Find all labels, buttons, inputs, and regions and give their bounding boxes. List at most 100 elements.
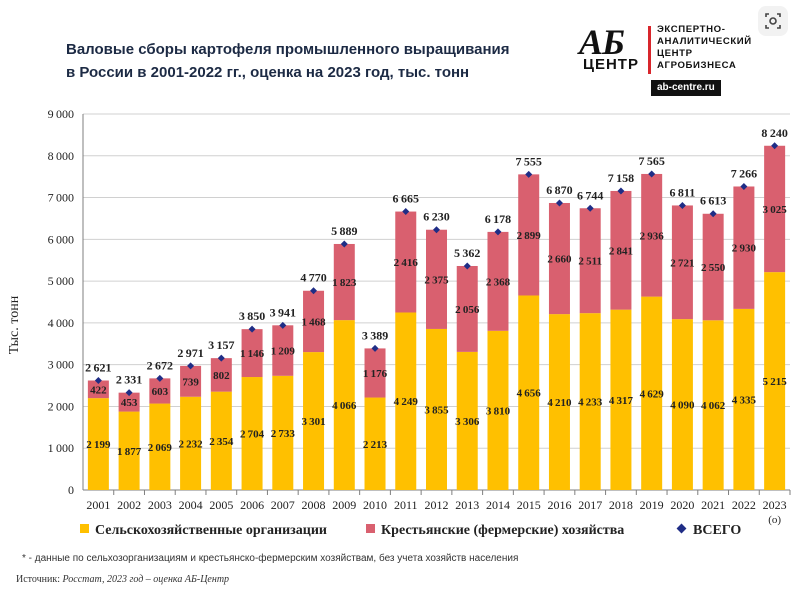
bar-segment-agri-orgs [180,396,202,490]
data-label-total: 2 331 [116,373,142,387]
x-tick-label: 2022 [732,498,756,512]
y-tick-label: 4 000 [48,316,74,330]
bar-segment-farms [733,186,755,309]
data-label-farms: 739 [182,376,199,388]
data-label-agri-orgs: 3 855 [424,404,449,416]
data-label-total: 2 672 [147,358,173,372]
data-label-agri-orgs: 2 213 [363,439,388,451]
data-label-agri-orgs: 1 877 [117,446,142,458]
legend-label-agri-orgs: Сельскохозяйственные организации [95,523,327,538]
bar-segment-agri-orgs [303,352,325,490]
legend-item-agri-orgs: Сельскохозяйственные организации [80,523,327,539]
data-label-total: 6 744 [577,188,603,202]
logo-text-line-2: АНАЛИТИЧЕСКИЙ [657,36,752,47]
data-label-farms: 2 368 [486,276,511,288]
bar-segment-farms [671,205,693,320]
bar-segment-agri-orgs [395,312,417,490]
total-marker [371,344,379,352]
total-marker [740,182,748,190]
bar-segment-agri-orgs [210,391,232,490]
x-tick-label: 2017 [578,498,602,512]
x-tick-label: 2008 [302,498,326,512]
y-tick-label: 9 000 [48,107,74,121]
legend-swatch-agri-orgs [80,524,89,533]
total-marker [279,321,287,329]
data-label-farms: 1 468 [301,316,326,328]
logo-centr: ЦЕНТР [583,56,639,73]
x-tick-label: 2006 [240,498,264,512]
x-tick-label: 2014 [486,498,510,512]
data-label-farms: 1 823 [332,277,357,289]
x-tick-label: 2005 [209,498,233,512]
data-label-farms: 2 375 [424,274,449,286]
total-marker [494,228,502,236]
total-marker [648,170,656,178]
bar-segment-agri-orgs [579,313,601,490]
legend-label-total: ВСЕГО [693,523,742,538]
y-tick-label: 2 000 [48,399,74,413]
chart-legend: Сельскохозяйственные организации Крестья… [80,523,780,541]
data-label-farms: 603 [152,386,169,398]
bar-segment-farms [364,348,386,398]
logo-mark: АБ [579,22,625,62]
bar-segment-agri-orgs [272,375,294,490]
source-label: Источник: [16,574,61,585]
source-text: Росстат, 2023 год – оценка АБ-Центр [62,574,230,585]
total-marker [678,201,686,209]
data-label-total: 6 665 [393,192,419,206]
total-marker [94,377,102,385]
data-label-agri-orgs: 2 232 [178,438,203,450]
x-tick-label: 2023 [763,498,787,512]
y-tick-label: 1 000 [48,441,74,455]
data-label-farms: 1 209 [271,346,296,358]
title-line-2: в России в 2001-2022 гг., оценка на 2023… [66,64,470,81]
data-label-farms: 2 899 [517,230,542,242]
logo-text-line-1: ЭКСПЕРТНО- [657,24,726,35]
total-marker [125,389,133,397]
legend-item-farms: Крестьянские (фермерские) хозяйства [366,523,624,539]
bar-segment-farms [456,265,478,352]
bar-segment-farms [180,365,202,397]
bar-segment-farms [395,211,417,313]
bar-segment-farms [764,145,786,273]
x-tick-label: 2010 [363,498,387,512]
data-label-farms: 802 [213,370,230,382]
bar-segment-farms [333,243,355,321]
x-tick-label: 2018 [609,498,633,512]
total-marker [709,210,717,218]
data-label-total: 2 621 [85,361,111,375]
x-tick-label: 2001 [86,498,110,512]
data-label-farms: 2 416 [394,257,419,269]
total-marker [187,362,195,370]
x-tick-label: 2019 [640,498,664,512]
data-label-total: 6 870 [546,183,572,197]
lens-search-button[interactable] [758,6,788,36]
total-marker [433,226,440,234]
data-label-agri-orgs: 4 210 [547,397,572,409]
x-tick-label-suffix: (о) [768,514,781,526]
bar-segment-farms [702,213,724,321]
bar-segment-agri-orgs [610,309,632,490]
y-tick-label: 3 000 [48,358,74,372]
x-tick-label: 2009 [332,498,356,512]
bar-segment-farms [518,174,540,296]
bar-segment-farms [87,380,109,399]
bar-segment-farms [641,173,663,297]
bar-segment-agri-orgs [456,351,478,490]
data-label-farms: 453 [121,397,138,409]
total-marker [617,187,625,195]
bar-segment-agri-orgs [733,308,755,490]
data-label-farms: 2 841 [609,245,633,257]
data-label-total: 2 971 [177,346,203,360]
y-tick-label: 6 000 [48,232,74,246]
logo-text: ЭКСПЕРТНО- АНАЛИТИЧЕСКИЙ ЦЕНТР АГРОБИЗНЕ… [657,24,783,72]
data-label-farms: 1 146 [240,348,265,360]
x-tick-label: 2003 [148,498,172,512]
total-marker [586,204,594,212]
bar-segment-farms [426,229,447,329]
data-label-total: 3 941 [270,305,296,319]
total-marker [217,354,225,362]
data-label-total: 3 157 [208,338,234,352]
data-label-farms: 2 721 [670,257,694,269]
data-label-farms: 1 176 [363,368,388,380]
